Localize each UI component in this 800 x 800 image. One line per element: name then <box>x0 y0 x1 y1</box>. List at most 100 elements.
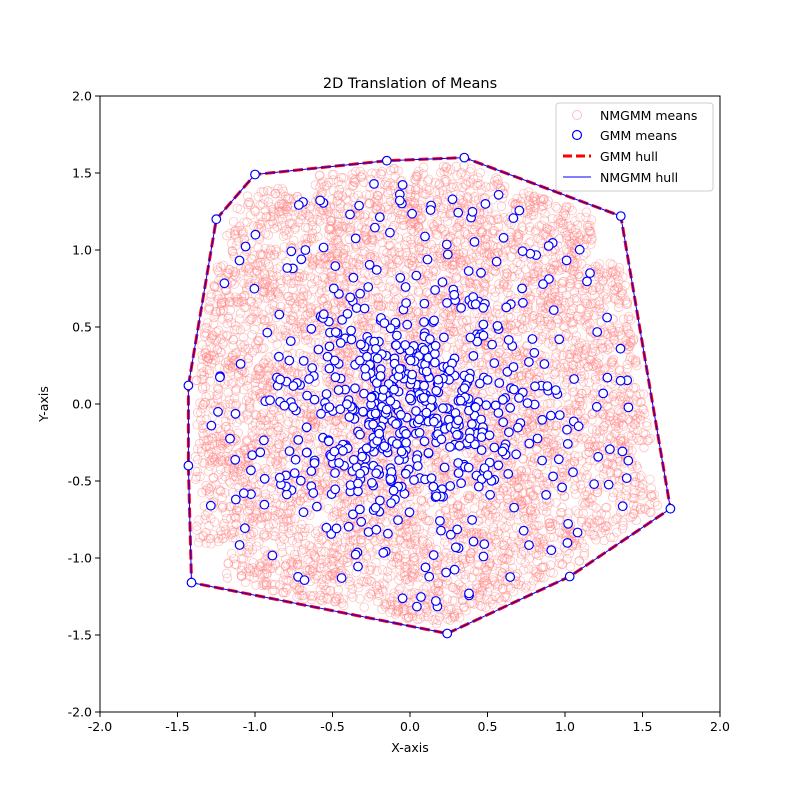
nmgmm-mean-point <box>587 285 598 296</box>
nmgmm-mean-point <box>367 168 377 178</box>
nmgmm-mean-point <box>268 505 278 515</box>
nmgmm-mean-point <box>580 350 590 360</box>
nmgmm-mean-point <box>333 236 343 246</box>
nmgmm-mean-point <box>408 328 418 339</box>
nmgmm-mean-point <box>439 166 449 177</box>
nmgmm-mean-point <box>550 352 561 362</box>
nmgmm-mean-point <box>576 351 587 362</box>
nmgmm-mean-point <box>564 239 574 250</box>
nmgmm-mean-point <box>646 489 656 500</box>
nmgmm-mean-point <box>389 297 399 307</box>
nmgmm-mean-point <box>339 492 349 502</box>
nmgmm-mean-point <box>464 277 475 287</box>
nmgmm-mean-point <box>329 564 339 574</box>
nmgmm-mean-point <box>345 224 355 235</box>
nmgmm-mean-point <box>327 194 337 204</box>
nmgmm-mean-point <box>473 559 483 570</box>
nmgmm-mean-point <box>355 594 365 604</box>
nmgmm-mean-point <box>350 177 360 188</box>
nmgmm-mean-point <box>431 565 442 576</box>
nmgmm-mean-point <box>263 562 273 572</box>
nmgmm-mean-point <box>587 409 598 419</box>
nmgmm-mean-point <box>383 566 393 577</box>
nmgmm-mean-point <box>632 463 643 473</box>
nmgmm-mean-point <box>491 308 501 318</box>
nmgmm-mean-point <box>261 531 272 541</box>
nmgmm-mean-point <box>192 525 202 535</box>
nmgmm-mean-point <box>583 319 593 330</box>
nmgmm-mean-point <box>244 571 255 581</box>
nmgmm-mean-point <box>190 474 201 485</box>
nmgmm-mean-point <box>544 518 554 529</box>
nmgmm-mean-point <box>328 175 338 185</box>
nmgmm-mean-point <box>221 358 231 368</box>
nmgmm-mean-point <box>549 228 559 239</box>
nmgmm-mean-point <box>525 505 536 516</box>
nmgmm-mean-point <box>452 237 462 247</box>
nmgmm-mean-point <box>423 268 434 279</box>
nmgmm-mean-point <box>197 340 207 350</box>
nmgmm-mean-point <box>413 614 423 625</box>
nmgmm-mean-point <box>242 513 253 523</box>
nmgmm-mean-point <box>502 268 512 278</box>
nmgmm-mean-point <box>459 218 469 229</box>
nmgmm-mean-point <box>431 460 441 470</box>
nmgmm-mean-point <box>635 415 646 425</box>
nmgmm-mean-point <box>427 272 437 282</box>
nmgmm-mean-point <box>400 553 411 564</box>
nmgmm-mean-point <box>577 538 587 548</box>
nmgmm-mean-point <box>219 455 230 465</box>
nmgmm-mean-point <box>309 234 319 244</box>
nmgmm-mean-point <box>246 297 256 307</box>
nmgmm-mean-point <box>213 457 224 468</box>
nmgmm-mean-point <box>388 301 399 312</box>
nmgmm-mean-point <box>231 513 241 523</box>
nmgmm-mean-point <box>274 199 285 210</box>
nmgmm-mean-point <box>251 409 261 420</box>
nmgmm-mean-point <box>516 370 527 381</box>
nmgmm-mean-point <box>374 580 385 590</box>
nmgmm-mean-point <box>253 243 263 253</box>
nmgmm-mean-point <box>301 565 311 575</box>
nmgmm-mean-point <box>279 242 290 252</box>
nmgmm-mean-point <box>610 418 620 429</box>
nmgmm-mean-point <box>635 473 645 483</box>
nmgmm-mean-point <box>393 552 403 563</box>
nmgmm-mean-point <box>279 500 289 511</box>
nmgmm-mean-point <box>296 284 307 294</box>
nmgmm-mean-point <box>412 484 422 494</box>
nmgmm-mean-point <box>448 225 458 236</box>
nmgmm-mean-point <box>287 525 297 536</box>
nmgmm-mean-point <box>191 472 202 482</box>
nmgmm-mean-point <box>598 422 609 432</box>
nmgmm-mean-point <box>513 490 523 501</box>
nmgmm-mean-point <box>256 415 266 425</box>
nmgmm-mean-point <box>430 225 440 235</box>
nmgmm-mean-point <box>499 269 510 280</box>
nmgmm-mean-point <box>354 210 365 221</box>
nmgmm-mean-point <box>348 258 358 268</box>
nmgmm-mean-point <box>606 357 616 368</box>
nmgmm-mean-point <box>554 265 564 276</box>
nmgmm-mean-point <box>361 553 372 564</box>
nmgmm-mean-point <box>248 221 259 231</box>
nmgmm-mean-point <box>282 559 292 569</box>
nmgmm-mean-point <box>612 513 622 523</box>
nmgmm-mean-point <box>574 343 584 353</box>
nmgmm-mean-point <box>413 572 423 582</box>
nmgmm-mean-point <box>225 305 236 316</box>
nmgmm-mean-point <box>373 300 383 310</box>
nmgmm-mean-point <box>433 578 444 589</box>
nmgmm-mean-point <box>561 230 572 241</box>
nmgmm-mean-point <box>611 514 621 525</box>
nmgmm-mean-point <box>367 237 377 248</box>
nmgmm-mean-point <box>198 531 208 542</box>
nmgmm-mean-point <box>326 216 336 226</box>
nmgmm-mean-point <box>292 302 302 312</box>
nmgmm-mean-point <box>464 278 475 288</box>
nmgmm-mean-point <box>451 273 461 284</box>
nmgmm-mean-point <box>613 468 623 478</box>
nmgmm-mean-point <box>295 269 305 279</box>
nmgmm-mean-point <box>439 311 449 322</box>
nmgmm-mean-point <box>289 361 299 371</box>
